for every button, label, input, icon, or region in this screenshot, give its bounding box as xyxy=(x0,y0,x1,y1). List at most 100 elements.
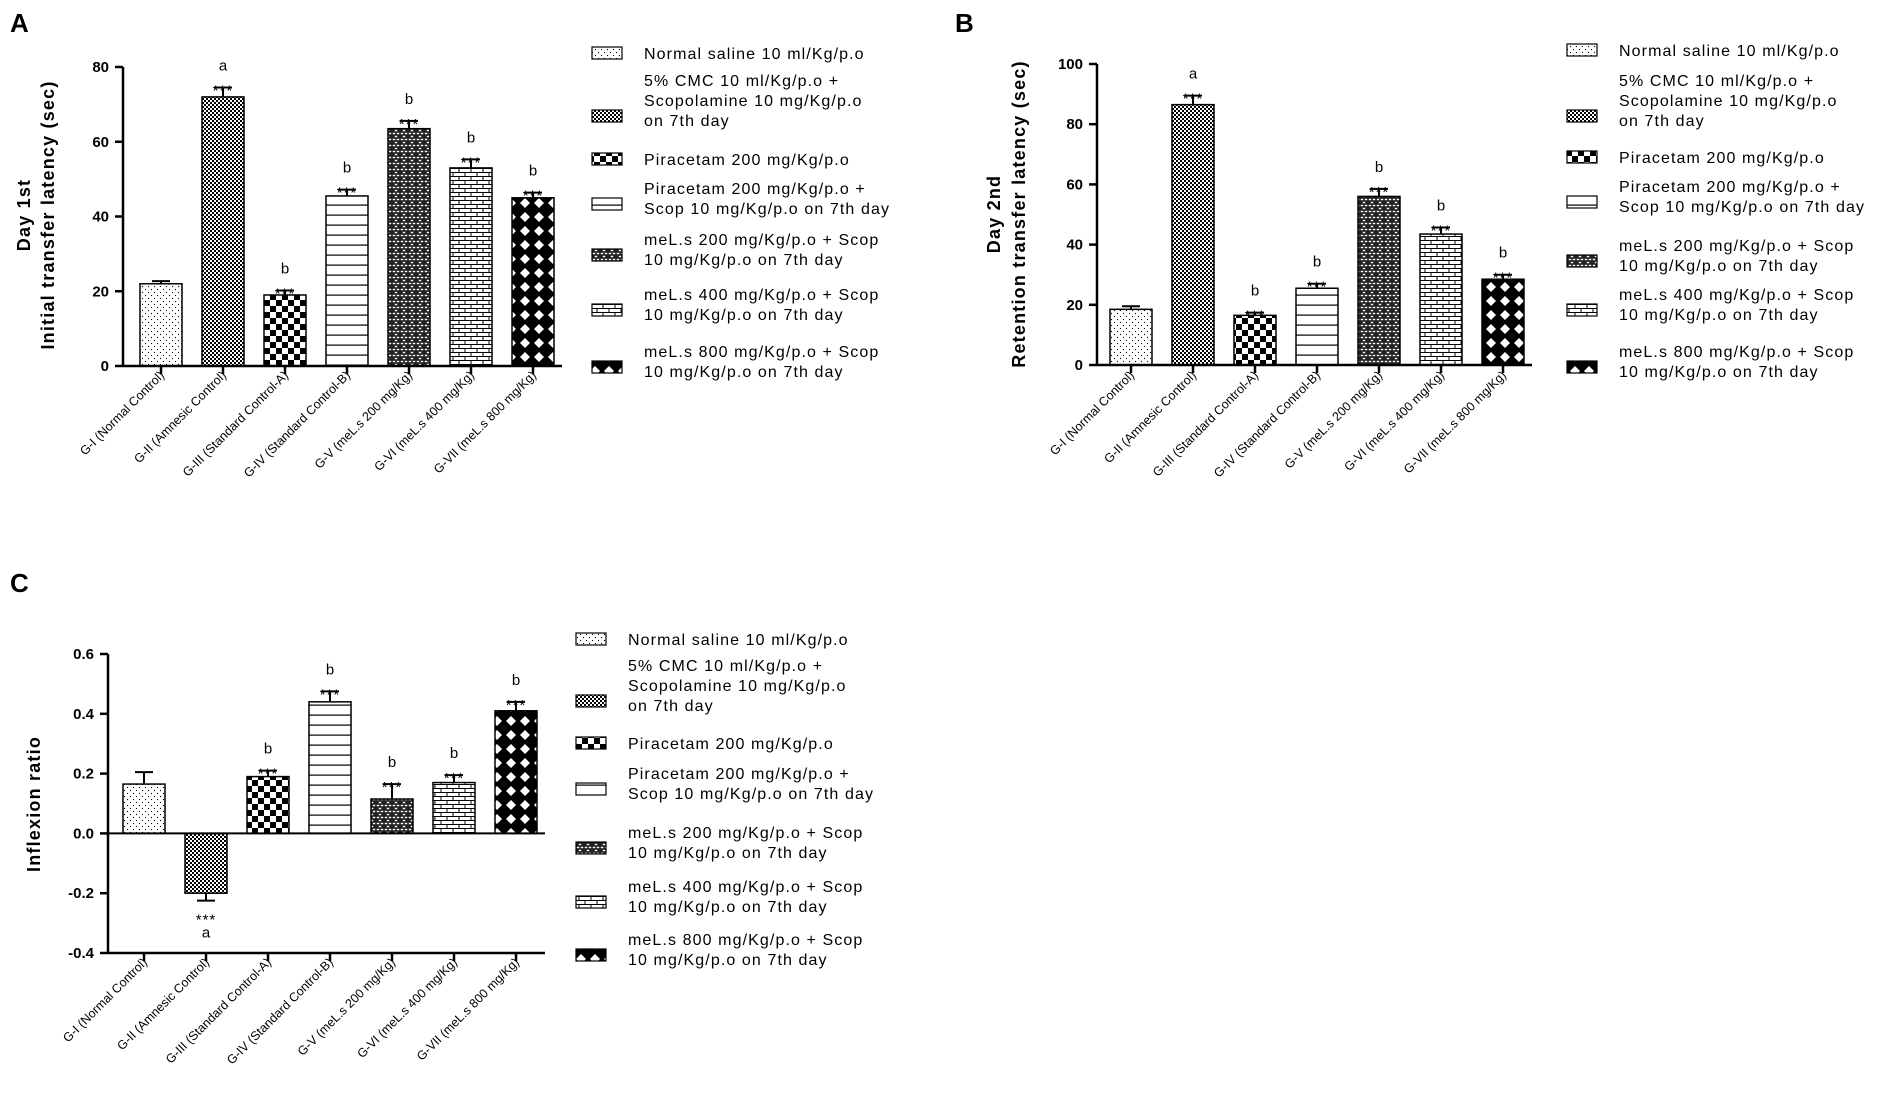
legend-swatch xyxy=(591,303,623,317)
significance-stars: *** xyxy=(1431,222,1452,239)
legend-label: 5% CMC 10 ml/Kg/p.o + xyxy=(1619,73,1814,90)
legend-swatch xyxy=(1566,303,1598,317)
y-axis-label: Retention transfer latency (sec) xyxy=(1009,60,1029,367)
bar xyxy=(1357,195,1401,366)
y-tick-label: 20 xyxy=(1066,297,1083,314)
legend-label: on 7th day xyxy=(644,113,730,130)
significance-letter: b xyxy=(1251,283,1259,300)
bar xyxy=(184,832,228,894)
legend-label: 10 mg/Kg/p.o on 7th day xyxy=(644,307,844,324)
legend-label: Scopolamine 10 mg/Kg/p.o xyxy=(1619,93,1838,110)
y-tick-label: 100 xyxy=(1058,56,1083,73)
bar xyxy=(449,167,493,367)
panel-label-b: B xyxy=(955,8,974,38)
legend-label: Piracetam 200 mg/Kg/p.o xyxy=(644,152,850,169)
bar xyxy=(494,710,538,835)
significance-stars: *** xyxy=(444,770,465,787)
legend-label: Scop 10 mg/Kg/p.o on 7th day xyxy=(644,201,890,218)
significance-letter: b xyxy=(1499,245,1507,262)
legend-swatch xyxy=(1566,43,1598,57)
significance-stars: *** xyxy=(320,686,341,703)
significance-stars: *** xyxy=(1307,279,1328,296)
legend-label: 10 mg/Kg/p.o on 7th day xyxy=(1619,258,1819,275)
bar xyxy=(432,781,476,835)
significance-stars: *** xyxy=(399,116,420,133)
chart-panel-a: 0 20 40 60 80 Day 1st Initial transfer latency… xyxy=(14,58,562,480)
y-tick-label: 0.4 xyxy=(73,706,95,723)
legend-label: 10 mg/Kg/p.o on 7th day xyxy=(644,252,844,269)
significance-letter: b xyxy=(343,160,351,177)
legend-swatch xyxy=(1566,254,1598,268)
legend-label: 5% CMC 10 ml/Kg/p.o + xyxy=(628,658,823,675)
legend-label: Piracetam 200 mg/Kg/p.o + xyxy=(644,181,866,198)
legend-panel-b: Normal saline 10 ml/Kg/p.o 5% CMC 10 ml/K… xyxy=(1566,43,1865,381)
significance-letter: b xyxy=(1375,159,1383,176)
legend-swatch xyxy=(575,694,607,708)
legend-swatch xyxy=(591,248,623,262)
legend-label: meL.s 200 mg/Kg/p.o + Scop xyxy=(1619,238,1854,255)
legend-label: 10 mg/Kg/p.o on 7th day xyxy=(644,364,844,381)
bar xyxy=(370,798,414,835)
legend-swatch xyxy=(591,360,623,374)
legend-label: meL.s 400 mg/Kg/p.o + Scop xyxy=(644,287,879,304)
significance-stars: *** xyxy=(461,154,482,171)
y-axis-title: Day 2nd xyxy=(984,175,1004,253)
bar xyxy=(1481,278,1525,366)
significance-stars: *** xyxy=(1245,308,1266,325)
significance-stars: *** xyxy=(382,779,403,796)
significance-stars: *** xyxy=(1493,270,1514,287)
legend-label: Normal saline 10 ml/Kg/p.o xyxy=(628,632,849,649)
legend-label: meL.s 400 mg/Kg/p.o + Scop xyxy=(628,879,863,896)
y-tick-label: 0.2 xyxy=(73,766,94,783)
y-axis-title: Day 1st xyxy=(14,179,34,251)
panel-label-a: A xyxy=(10,8,29,38)
x-tick-label: G-VI (meL.s 400 mg/Kg) xyxy=(1341,368,1447,474)
legend-label: meL.s 200 mg/Kg/p.o + Scop xyxy=(628,825,863,842)
legend-swatch xyxy=(1566,150,1598,164)
significance-letter: b xyxy=(264,741,272,758)
bar xyxy=(511,197,555,367)
legend-label: Scopolamine 10 mg/Kg/p.o xyxy=(644,93,863,110)
legend-label: on 7th day xyxy=(1619,113,1705,130)
legend-swatch xyxy=(1566,360,1598,374)
panel-label-c: C xyxy=(10,568,29,598)
significance-letter: b xyxy=(281,261,289,278)
legend-label: Normal saline 10 ml/Kg/p.o xyxy=(644,46,865,63)
significance-stars: *** xyxy=(196,912,217,929)
significance-stars: *** xyxy=(1183,91,1204,108)
significance-stars: *** xyxy=(1369,184,1390,201)
x-tick-label: G-VII (meL.s 800 mg/Kg) xyxy=(1401,368,1509,476)
x-tick-label: G-IV (Standard Control-B) xyxy=(224,955,336,1067)
y-tick-label: 0 xyxy=(101,358,109,375)
y-tick-label: 80 xyxy=(92,59,109,76)
bar xyxy=(246,775,290,835)
legend-label: Scop 10 mg/Kg/p.o on 7th day xyxy=(1619,199,1865,216)
significance-letter: b xyxy=(450,745,458,762)
legend-label: Scopolamine 10 mg/Kg/p.o xyxy=(628,678,847,695)
legend-label: 10 mg/Kg/p.o on 7th day xyxy=(1619,364,1819,381)
legend-label: 10 mg/Kg/p.o on 7th day xyxy=(628,952,828,969)
y-axis-label: Initial transfer latency (sec) xyxy=(38,80,58,349)
significance-stars: *** xyxy=(275,286,296,303)
x-tick-label: G-VII (meL.s 800 mg/Kg) xyxy=(431,368,539,476)
y-tick-label: 60 xyxy=(1066,176,1083,193)
y-tick-label: 0.0 xyxy=(73,825,94,842)
significance-letter: b xyxy=(529,163,537,180)
significance-letter: a xyxy=(219,58,228,75)
legend-label: 10 mg/Kg/p.o on 7th day xyxy=(628,845,828,862)
x-tick-label: G-III (Standard Control-A) xyxy=(1150,368,1261,479)
significance-letter: b xyxy=(326,661,334,678)
x-tick-label: G-IV (Standard Control-B) xyxy=(241,368,353,480)
legend-swatch xyxy=(591,46,623,60)
x-tick-label: G-VII (meL.s 800 mg/Kg) xyxy=(414,955,522,1063)
y-tick-label: 40 xyxy=(1066,237,1083,254)
legend-swatch xyxy=(591,197,623,211)
bar xyxy=(139,283,183,367)
significance-letter: b xyxy=(467,129,475,146)
legend-label: meL.s 200 mg/Kg/p.o + Scop xyxy=(644,232,879,249)
legend-label: on 7th day xyxy=(628,698,714,715)
significance-letter: a xyxy=(1189,66,1198,83)
bar xyxy=(122,783,166,835)
legend-swatch xyxy=(575,841,607,855)
